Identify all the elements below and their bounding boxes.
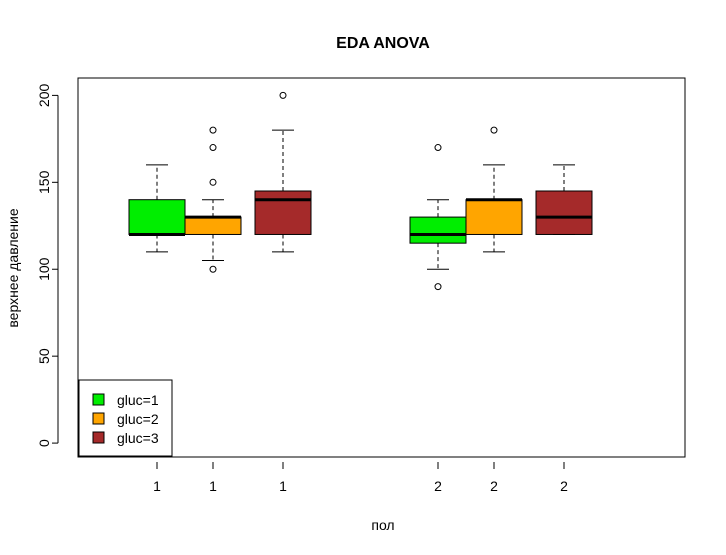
legend-swatch (92, 393, 105, 406)
plot-frame (77, 77, 686, 458)
outlier-point (209, 178, 217, 186)
box-group-1-gluc-3 (254, 91, 312, 253)
x-tick-label: 2 (560, 478, 568, 494)
x-axis-label: пол (371, 517, 394, 533)
chart-title: EDA ANOVA (336, 35, 430, 52)
y-tick-label: 0 (36, 439, 52, 447)
outlier-point (209, 144, 217, 152)
legend-label: gluc=2 (117, 411, 159, 427)
outlier-point (209, 265, 217, 273)
outlier-point (434, 283, 442, 291)
outlier-point (490, 126, 498, 134)
box-group-1-gluc-2 (184, 126, 242, 273)
legend-swatch (92, 412, 105, 425)
box-iqr (128, 199, 186, 235)
x-tick-label: 1 (279, 478, 287, 494)
x-tick-label: 1 (209, 478, 217, 494)
box-iqr (409, 216, 467, 244)
legend-label: gluc=3 (117, 430, 159, 446)
y-tick-label: 100 (36, 257, 52, 281)
box-iqr (184, 216, 242, 235)
y-tick-label: 50 (36, 348, 52, 364)
box-iqr (535, 190, 593, 235)
x-axis: 1 1 1 2 2 2 (153, 462, 568, 494)
box-iqr (254, 190, 312, 235)
x-tick-label: 2 (434, 478, 442, 494)
box-group-2-gluc-3 (535, 164, 593, 235)
box-iqr (465, 199, 523, 235)
outlier-point (279, 91, 287, 99)
x-tick-label: 1 (153, 478, 161, 494)
y-axis: 0 50 100 150 200 (36, 83, 59, 447)
outlier-point (209, 126, 217, 134)
legend-label: gluc=1 (117, 392, 159, 408)
x-tick-label: 2 (490, 478, 498, 494)
legend: gluc=1 gluc=2 gluc=3 (78, 379, 173, 457)
box-group-2-gluc-2 (465, 126, 523, 253)
y-tick-label: 200 (36, 83, 52, 107)
box-group-1-gluc-1 (128, 164, 186, 253)
y-axis-label: верхнее давление (5, 208, 21, 327)
y-tick-label: 150 (36, 170, 52, 194)
box-group-2-gluc-1 (409, 144, 467, 291)
outlier-point (434, 144, 442, 152)
boxes-layer (128, 91, 593, 291)
legend-swatch (92, 431, 105, 444)
